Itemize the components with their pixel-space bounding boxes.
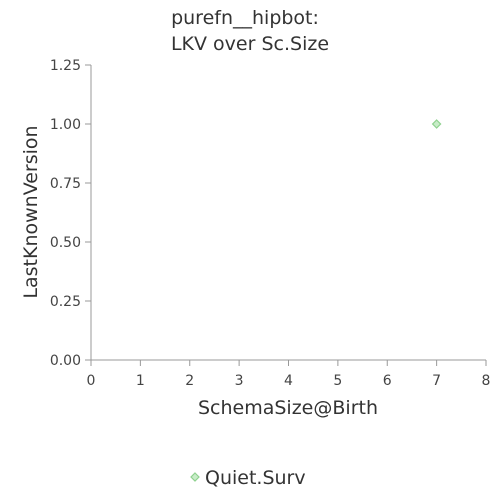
y-tick-label: 0.50 — [50, 235, 81, 251]
x-tick-label: 7 — [432, 373, 441, 389]
y-tick-label: 0.25 — [50, 294, 81, 310]
y-tick-label: 0.75 — [50, 176, 81, 192]
data-point — [431, 119, 442, 129]
axes — [90, 65, 486, 361]
x-tick-label: 6 — [383, 373, 392, 389]
x-tick-label: 8 — [482, 373, 491, 389]
chart-title: purefn__hipbot: LKV over Sc.Size — [171, 7, 329, 55]
y-tick-label: 1.25 — [50, 58, 81, 74]
y-axis-title: LastKnownVersion — [20, 125, 42, 298]
x-axis-title: SchemaSize@Birth — [198, 397, 378, 419]
ticks: 0 1 2 3 4 5 6 7 8 0.00 0.25 0.50 0.75 1.00 1.25 — [50, 58, 491, 389]
chart-title-line-1: purefn__hipbot: — [171, 7, 319, 29]
x-tick-label: 1 — [136, 373, 145, 389]
x-tick-label: 4 — [284, 373, 293, 389]
chart-title-line-2: LKV over Sc.Size — [171, 33, 329, 55]
x-tick-label: 0 — [87, 373, 96, 389]
x-tick-label: 2 — [185, 373, 194, 389]
x-tick-label: 5 — [333, 373, 342, 389]
legend-marker — [190, 472, 200, 482]
y-tick-label: 1.00 — [50, 117, 81, 133]
y-tick-label: 0.00 — [50, 353, 81, 369]
x-tick-label: 3 — [235, 373, 244, 389]
legend: Quiet.Surv — [190, 467, 306, 489]
data-points — [431, 119, 442, 129]
legend-label: Quiet.Surv — [205, 467, 306, 489]
